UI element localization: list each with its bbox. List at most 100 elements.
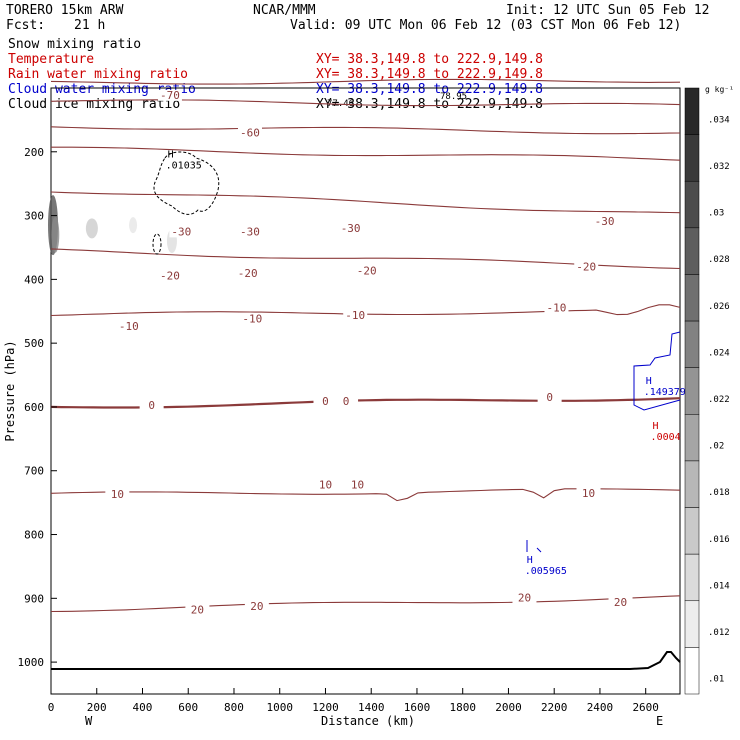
x-tick-label: 200 [87, 701, 107, 714]
isotherm-line [50, 191, 681, 214]
x-tick-label: 2600 [632, 701, 659, 714]
x-tick-label: 1400 [358, 701, 385, 714]
colorbar: .034 .032 .03 .028 .026 .024 .022 .02 .018 .016 .0… [684, 87, 730, 695]
colorbar-tick-label: .024 [708, 348, 730, 358]
x-axis: 0 200 400 600 800 1000 1200 1400 1600 1800 2000 220… [48, 688, 659, 714]
colorbar-tick-label: .016 [708, 535, 730, 545]
y-tick-label: 300 [24, 210, 44, 223]
init-time: Init: 12 UTC Sun 05 Feb 12 [506, 3, 710, 18]
isotherm-label: 20 [518, 592, 531, 605]
label-mask [544, 302, 569, 314]
label-mask [235, 267, 260, 279]
x-tick-label: 2200 [541, 701, 568, 714]
isotherm-label: -10 [547, 301, 567, 314]
colorbar-tick-label: .014 [708, 581, 730, 591]
colorbar-tick-label: .02 [708, 442, 724, 452]
label-mask [343, 309, 368, 321]
x-axis-label: Distance (km) [321, 714, 415, 728]
x-tick-label: 800 [224, 701, 244, 714]
label-mask [354, 265, 379, 277]
label-mask [338, 223, 363, 235]
isotherm-label: 20 [614, 596, 627, 609]
y-tick-label: 600 [24, 401, 44, 414]
snow-shade [51, 216, 60, 253]
label-mask [512, 592, 537, 604]
extremum-symbol: H [527, 555, 533, 566]
y-tick-label: 200 [24, 146, 44, 159]
label-mask [157, 89, 182, 101]
isotherm-label: 10 [582, 487, 595, 500]
xsec-coords: XY= 38.3,149.8 to 222.9,149.8 [316, 67, 543, 82]
header: TORERO 15km ARW NCAR/MMM Init: 12 UTC Su… [6, 3, 710, 33]
isotherm-label: -70 [160, 89, 180, 102]
plot-area: -70 -60 -30 -30 -30 -30 -20 -20 -20 -20 -10 -10 -10 -… [48, 78, 686, 695]
label-mask [244, 600, 269, 612]
plot-frame [50, 87, 681, 695]
label-mask [240, 313, 265, 325]
label-mask [576, 487, 601, 499]
snow-shade [129, 217, 138, 234]
colorbar-segment [684, 414, 700, 462]
isotherm-label: 10 [111, 488, 124, 501]
label-mask [313, 479, 338, 491]
colorbar-tick-label: .01 [708, 675, 724, 685]
isotherm-label: 0 [343, 395, 350, 408]
isotherm-label: -30 [341, 222, 361, 235]
isotherm-label: -20 [160, 269, 180, 282]
cloud-water-contour [633, 331, 681, 411]
colorbar-segment [684, 87, 700, 135]
isotherm-line [50, 595, 681, 613]
extremum-value: .149379 [644, 387, 686, 398]
colorbar-segment [684, 460, 700, 508]
field-name: Cloud ice mixing ratio [8, 97, 180, 112]
isotherm-label: -10 [119, 320, 139, 333]
isotherm-label: 20 [191, 604, 204, 617]
colorbar-segment [684, 553, 700, 602]
colorbar-units: g kg⁻¹ [705, 85, 734, 94]
colorbar-tick-label: .026 [708, 302, 730, 312]
colorbar-tick-label: .022 [708, 395, 730, 405]
isotherm-line [51, 146, 681, 161]
colorbar-tick-label: .018 [708, 488, 730, 498]
colorbar-segment [684, 367, 700, 415]
xsec-coords: XY= 38.3,149.8 to 222.9,149.8 [316, 82, 543, 97]
colorbar-segment [684, 180, 700, 229]
isotherm-line [50, 126, 681, 135]
isotherm-label: 10 [319, 479, 332, 492]
snow-shading [48, 195, 177, 256]
extremum-value: .01035 [166, 161, 202, 172]
isotherm-label: -30 [240, 225, 260, 238]
x-tick-label: 2000 [495, 701, 522, 714]
x-tick-label: 1200 [312, 701, 339, 714]
colorbar-segment [684, 600, 700, 648]
isotherm-label: -20 [576, 260, 596, 273]
label-mask [139, 399, 164, 411]
x-tick-label: 0 [48, 701, 55, 714]
colorbar-tick-label: .028 [708, 255, 730, 265]
cloud-water-contour [526, 540, 542, 553]
y-tick-label: 500 [24, 337, 44, 350]
field-name: Rain water mixing ratio [8, 67, 188, 82]
label-mask [237, 127, 262, 139]
y-tick-label: 1000 [18, 656, 45, 669]
label-mask [592, 216, 617, 228]
fcst-label: Fcst: [6, 18, 45, 33]
terrain-line [51, 651, 681, 670]
contour-labels: -70 -60 -30 -30 -30 -30 -20 -20 -20 -20 -10 -10 -10 -… [105, 89, 633, 617]
field-name: Snow mixing ratio [8, 37, 141, 52]
microphysics-contours [152, 151, 681, 553]
x-tick-label: 1000 [266, 701, 293, 714]
extremum-symbol: H [653, 421, 659, 432]
center-name: NCAR/MMM [253, 3, 316, 18]
colorbar-segment [684, 320, 700, 368]
field-name: Temperature [8, 52, 94, 67]
extremum-symbol: H [168, 150, 174, 161]
y-axis: 200 300 400 500 600 700 800 900 1000 [18, 146, 57, 669]
label-mask [237, 226, 262, 238]
y-tick-label: 700 [24, 465, 44, 478]
isotherm-label: -20 [357, 264, 377, 277]
isotherm-label: -10 [242, 313, 262, 326]
x-tick-label: 600 [178, 701, 198, 714]
colorbar-segment [684, 274, 700, 322]
